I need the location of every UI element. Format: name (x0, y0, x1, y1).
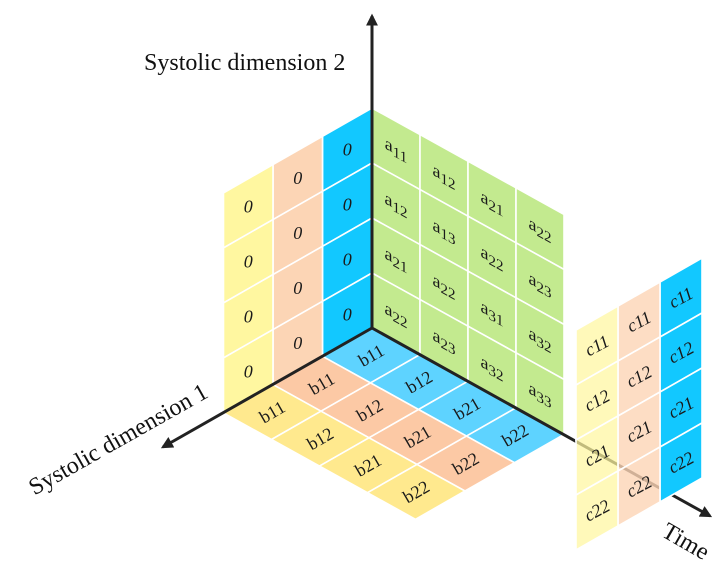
zero-cell-label: 0 (244, 196, 253, 216)
zero-cell-label: 0 (343, 195, 352, 215)
zero-cell-label: 0 (244, 361, 253, 381)
zero-cell-label: 0 (244, 306, 253, 326)
zero-cell-label: 0 (343, 250, 352, 270)
zero-cell-label: 0 (244, 251, 253, 271)
systolic-dimension-1-axis (160, 326, 373, 449)
vertical-axis-label: Systolic dimension 2 (144, 50, 345, 76)
zero-cell-label: 0 (293, 333, 302, 353)
zero-cell-label: 0 (293, 168, 302, 188)
zero-cell-label: 0 (343, 305, 352, 325)
zero-cell-label: 0 (293, 278, 302, 298)
zero-padding-wall: 0 0 0 0 0 0 0 0 0 0 0 0 (222, 106, 373, 415)
a-matrix-wall: a11a12a21a22a12a13a22a23a21a22a31a32a22a… (371, 106, 565, 436)
zero-cell-label: 0 (293, 223, 302, 243)
time-axis-label: Time (657, 518, 713, 565)
floor-cell (365, 463, 467, 521)
systolic-dimension-1-label: Systolic dimension 1 (25, 379, 213, 501)
c-cell (575, 469, 619, 552)
zero-cell-label: 0 (343, 140, 352, 160)
